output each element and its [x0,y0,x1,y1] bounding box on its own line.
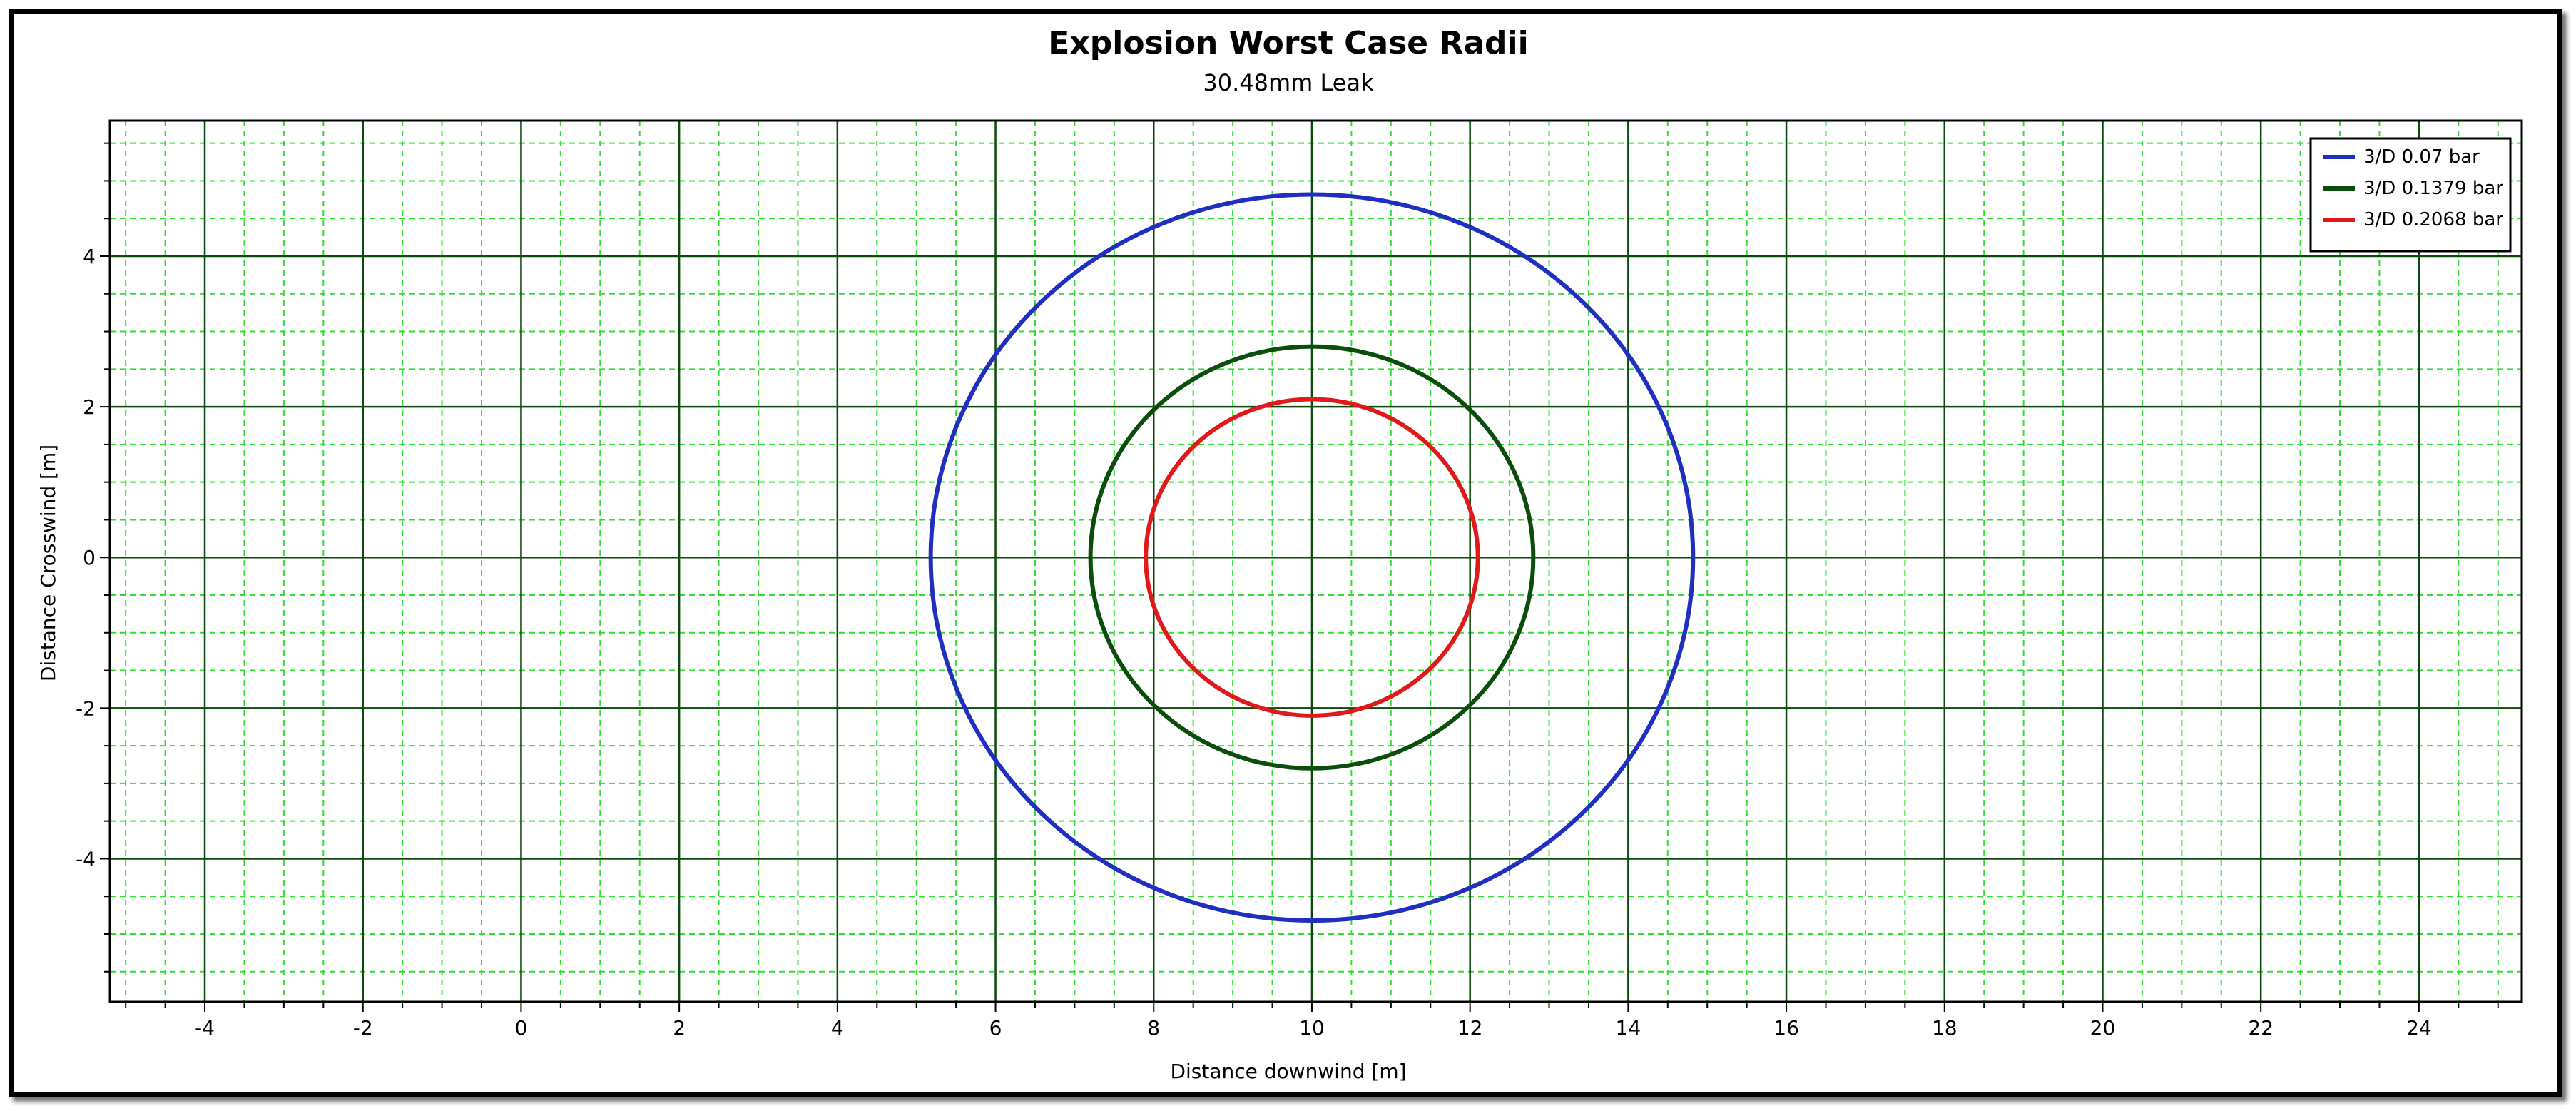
y-tick-label: 2 [83,395,96,419]
x-tick-label: 24 [2406,1016,2432,1040]
plot-background [110,121,2522,1002]
x-tick-label: 0 [515,1016,528,1040]
series-circle-2 [1088,344,1536,771]
legend-entry-1: 3/D 0.07 bar [2363,146,2480,168]
x-tick-label: 20 [2090,1016,2116,1040]
x-tick-label: 6 [989,1016,1002,1040]
series-group [928,192,1696,923]
x-tick-label: -2 [353,1016,373,1040]
x-tick-label: 12 [1457,1016,1483,1040]
x-tick-label: 8 [1147,1016,1160,1040]
x-tick-label: 4 [831,1016,844,1040]
chart-frame: Explosion Worst Case Radii 30.48mm Leak … [9,9,2562,1097]
x-tick-label: 10 [1299,1016,1325,1040]
x-axis: -4 -2 0 2 4 6 8 10 12 14 16 18 20 22 24 [125,1002,2499,1040]
chart-subtitle: 30.48mm Leak [1203,69,1374,96]
legend: 3/D 0.07 bar 3/D 0.1379 bar 3/D 0.2068 bar [2309,137,2512,253]
chart-title: Explosion Worst Case Radii [1048,25,1528,61]
x-tick-label: 16 [1773,1016,1799,1040]
x-tick-label: 14 [1616,1016,1641,1040]
y-tick-label: -4 [76,847,96,871]
legend-entry-3: 3/D 0.2068 bar [2363,209,2503,230]
x-tick-label: 2 [673,1016,686,1040]
major-grid [110,121,2522,1002]
legend-entry-2: 3/D 0.1379 bar [2363,178,2503,199]
series-circle-1 [928,192,1696,923]
x-tick-label: 22 [2248,1016,2274,1040]
y-axis-label: Distance Crosswind [m] [36,445,60,681]
y-tick-label: -2 [76,696,96,720]
x-tick-label: 18 [1932,1016,1958,1040]
series-circle-3 [1144,397,1480,718]
plot-border [108,119,2523,1003]
plot-area [108,119,2523,1003]
y-tick-label: 4 [83,245,96,268]
y-tick-label: 0 [83,546,96,569]
x-tick-label: -4 [195,1016,215,1040]
y-axis: -4 -2 0 2 4 [76,142,110,973]
chart-svg: Explosion Worst Case Radii 30.48mm Leak … [36,25,2523,1083]
x-axis-label: Distance downwind [m] [1170,1060,1406,1083]
